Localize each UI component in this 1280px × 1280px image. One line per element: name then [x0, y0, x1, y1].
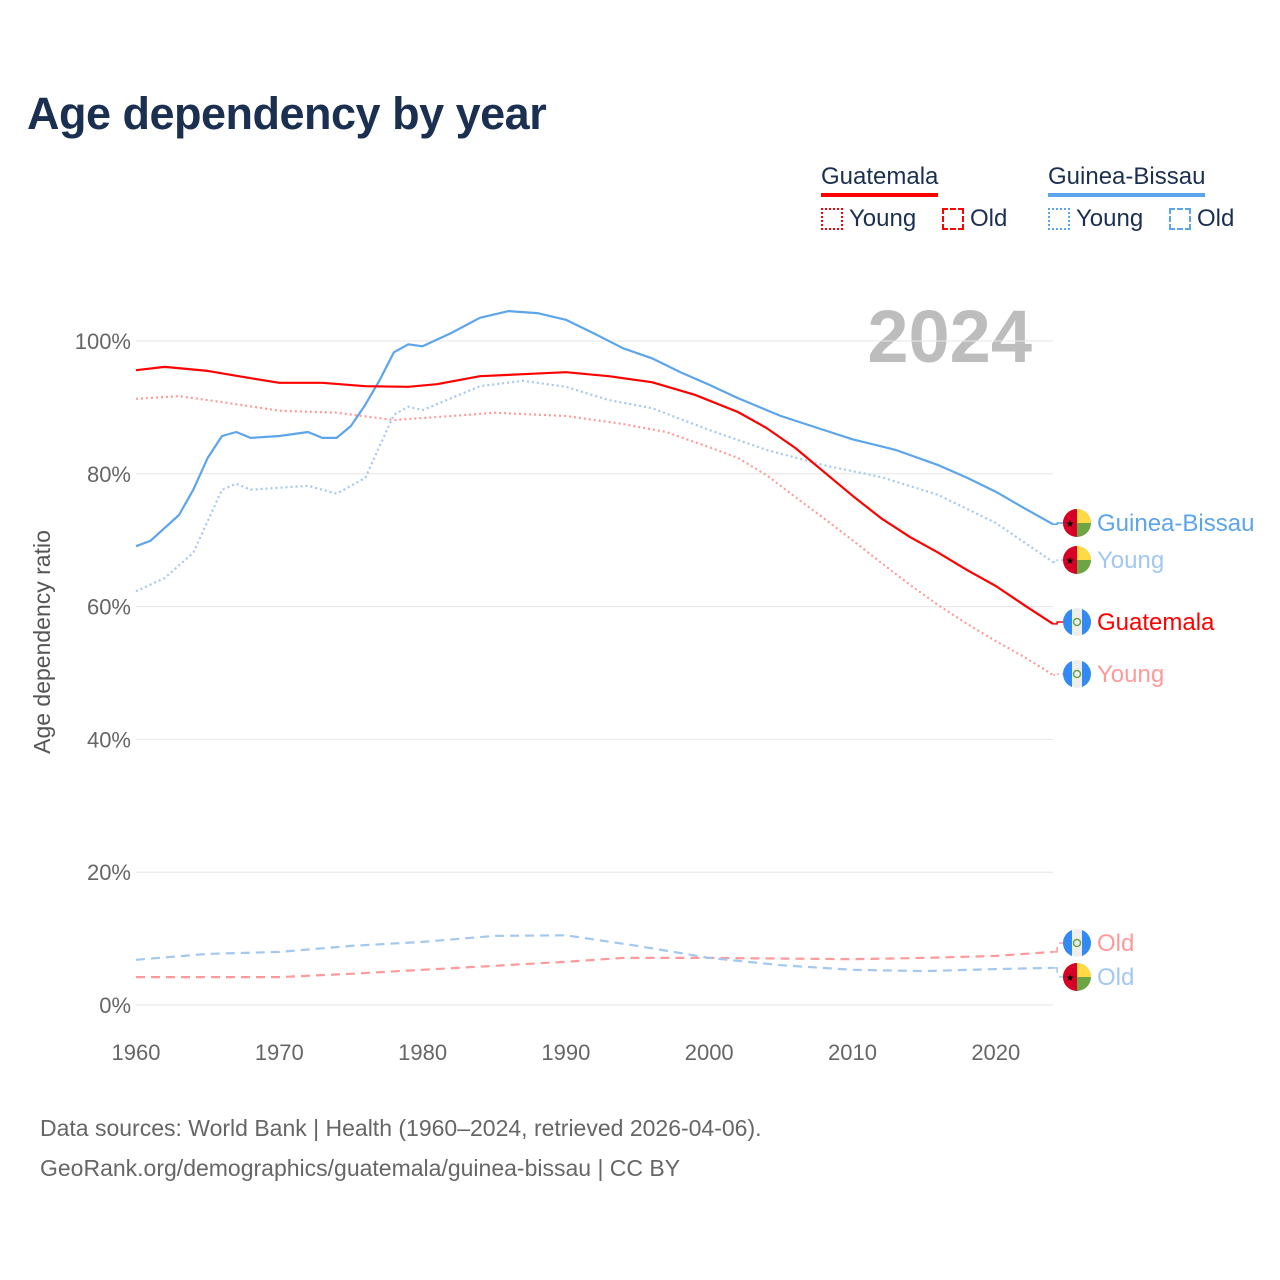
legend-guinea-bissau-old[interactable]: Old: [1169, 205, 1234, 233]
chart-title: Age dependency by year: [27, 88, 547, 139]
guinea-bissau-flag-icon: [1063, 509, 1091, 537]
x-tick-label: 1970: [255, 1040, 304, 1065]
series-line-guatemala-young: [135, 395, 1054, 676]
legend-guatemala-young[interactable]: Young: [821, 205, 916, 233]
label-connector: [1053, 559, 1064, 563]
x-tick-label: 1960: [112, 1040, 161, 1065]
legend-guinea-bissau-young[interactable]: Young: [1048, 205, 1143, 233]
x-tick-label: 1990: [541, 1040, 590, 1065]
guinea-bissau-flag-icon: [1063, 963, 1091, 991]
legend-guatemala[interactable]: Guatemala: [821, 163, 939, 197]
y-tick-label: 40%: [87, 727, 131, 752]
series-line-guinea-bissau-old: [135, 934, 1054, 973]
end-label: Old: [1097, 964, 1134, 991]
dashed-swatch-icon: [1169, 208, 1191, 230]
x-tick-label: 2000: [685, 1040, 734, 1065]
label-connector: [1053, 673, 1064, 676]
y-tick-label: 0%: [99, 993, 131, 1018]
y-tick-label: 80%: [87, 462, 131, 487]
x-tick-label: 1980: [398, 1040, 447, 1065]
guatemala-flag-icon: [1063, 660, 1091, 688]
x-tick-label: 2010: [828, 1040, 877, 1065]
label-connector: [1053, 967, 1064, 978]
year-watermark: 2024: [867, 295, 1032, 378]
dotted-swatch-icon: [1048, 208, 1070, 230]
dashed-swatch-icon: [942, 208, 964, 230]
end-label: Young: [1097, 547, 1164, 574]
end-label: Guinea-Bissau: [1097, 510, 1254, 537]
end-label: Guatemala: [1097, 609, 1215, 636]
source-line-1: Data sources: World Bank | Health (1960–…: [40, 1115, 762, 1141]
series-line-guatemala: [135, 365, 1054, 625]
end-label: Old: [1097, 930, 1134, 957]
legend-label: Old: [970, 205, 1008, 232]
source-line-2[interactable]: GeoRank.org/demographics/guatemala/guine…: [40, 1155, 681, 1181]
series-line-guatemala-old: [136, 950, 1054, 979]
legend-guatemala-old[interactable]: Old: [942, 205, 1007, 233]
label-connector: [1053, 522, 1064, 526]
dotted-swatch-icon: [821, 208, 843, 230]
end-label: Young: [1097, 661, 1164, 688]
source-note: Data sources: World Bank | Health (1960–…: [40, 1108, 762, 1188]
legend-guinea-bissau[interactable]: Guinea-Bissau: [1048, 163, 1206, 197]
label-connector: [1053, 621, 1064, 625]
label-connector: [1053, 942, 1064, 953]
guinea-bissau-flag-icon: [1063, 546, 1091, 574]
y-tick-label: 20%: [87, 860, 131, 885]
y-tick-label: 60%: [87, 595, 131, 620]
series-line-guinea-bissau-young: [135, 379, 1054, 593]
legend-label: Young: [1076, 205, 1144, 232]
legend-label: Old: [1197, 205, 1235, 232]
series-line-guinea-bissau: [135, 310, 1054, 548]
legend-label: Young: [849, 205, 917, 232]
guatemala-flag-icon: [1063, 608, 1091, 636]
y-tick-label: 100%: [75, 329, 131, 354]
guatemala-flag-icon: [1063, 929, 1091, 957]
x-tick-label: 2020: [971, 1040, 1020, 1065]
y-axis-label: Age dependency ratio: [29, 530, 55, 754]
